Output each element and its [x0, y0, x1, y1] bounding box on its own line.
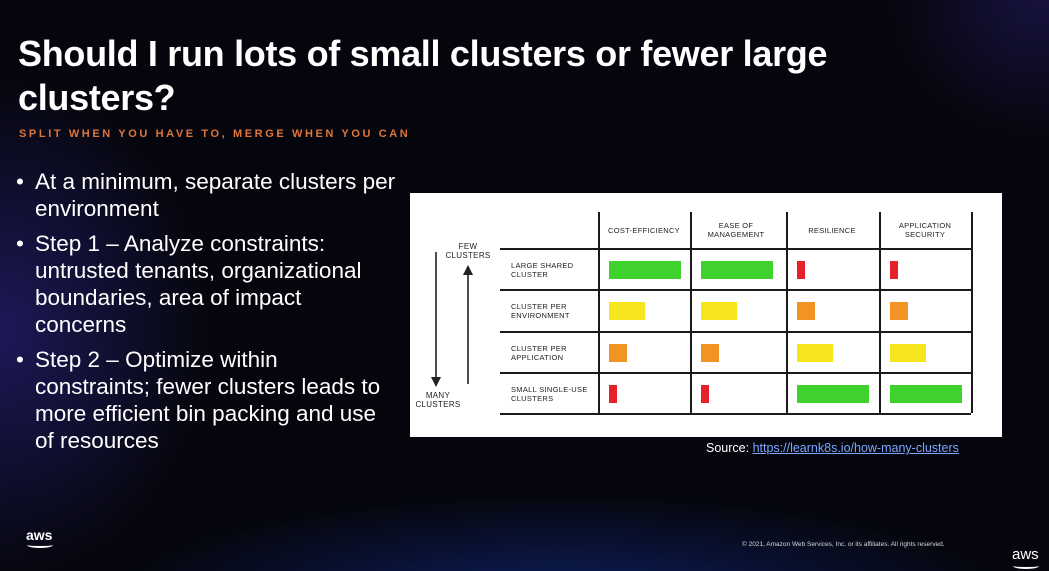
- aws-corner-smile-icon: [1013, 563, 1039, 569]
- rating-bar: [890, 385, 962, 403]
- column-header: EASE OF MANAGEMENT: [707, 221, 765, 239]
- rating-bar: [890, 261, 898, 279]
- page-title: Should I run lots of small clusters or f…: [18, 33, 828, 118]
- cluster-comparison-figure: FEW CLUSTERS MANY CLUSTERS COST-EFFICIEN…: [410, 193, 1002, 437]
- rating-bar: [797, 344, 833, 362]
- aws-logo-text: aws: [26, 527, 53, 543]
- rating-bar: [701, 385, 709, 403]
- column-header: APPLICATION SECURITY: [898, 221, 952, 239]
- rating-bar: [609, 302, 645, 320]
- aws-smile-icon: [27, 542, 53, 548]
- row-header: CLUSTER PER ENVIRONMENT: [511, 301, 570, 320]
- grid-line: [500, 248, 971, 250]
- grid-line: [500, 331, 971, 333]
- row-header: LARGE SHARED CLUSTER: [511, 260, 574, 279]
- column-header: RESILIENCE: [808, 225, 856, 235]
- aws-corner-logo-text: aws: [1012, 546, 1039, 563]
- grid-line: [598, 212, 600, 413]
- source-line: Source: https://learnk8s.io/how-many-clu…: [706, 441, 959, 455]
- axis-arrows: [431, 252, 473, 387]
- arrow-up-icon: [463, 265, 473, 384]
- rating-bar: [701, 302, 737, 320]
- grid-line: [879, 212, 881, 413]
- aws-corner-logo: aws: [1012, 546, 1039, 569]
- row-header: SMALL SINGLE-USE CLUSTERS: [511, 384, 588, 403]
- copyright-text: © 2021, Amazon Web Services, Inc. or its…: [742, 541, 945, 548]
- grid-line: [500, 289, 971, 291]
- rating-bar: [701, 261, 773, 279]
- rating-bar: [797, 302, 815, 320]
- source-link[interactable]: https://learnk8s.io/how-many-clusters: [752, 441, 959, 455]
- rating-bar: [890, 344, 926, 362]
- grid-line: [500, 372, 971, 374]
- grid-line: [690, 212, 692, 413]
- rating-bar: [701, 344, 719, 362]
- bullet-list: At a minimum, separate clusters per envi…: [16, 168, 396, 462]
- rating-bar: [797, 385, 869, 403]
- bullet-item: At a minimum, separate clusters per envi…: [16, 168, 396, 222]
- aws-logo: aws: [26, 527, 53, 548]
- row-header: CLUSTER PER APPLICATION: [511, 343, 567, 362]
- rating-bar: [890, 302, 908, 320]
- arrow-down-icon: [431, 252, 441, 387]
- page-subtitle: SPLIT WHEN YOU HAVE TO, MERGE WHEN YOU C…: [19, 128, 411, 140]
- axis-top-label: FEW CLUSTERS: [445, 242, 491, 260]
- bullet-item: Step 1 – Analyze constraints: untrusted …: [16, 230, 396, 338]
- rating-bar: [609, 344, 627, 362]
- grid-line: [500, 413, 971, 415]
- rating-bar: [609, 261, 681, 279]
- rating-bar: [797, 261, 805, 279]
- rating-bar: [609, 385, 617, 403]
- axis-bottom-label: MANY CLUSTERS: [415, 391, 461, 409]
- grid-line: [786, 212, 788, 413]
- column-header: COST-EFFICIENCY: [607, 225, 680, 235]
- bullet-item: Step 2 – Optimize within constraints; fe…: [16, 346, 396, 454]
- grid-line: [971, 212, 973, 413]
- source-prefix: Source:: [706, 441, 753, 455]
